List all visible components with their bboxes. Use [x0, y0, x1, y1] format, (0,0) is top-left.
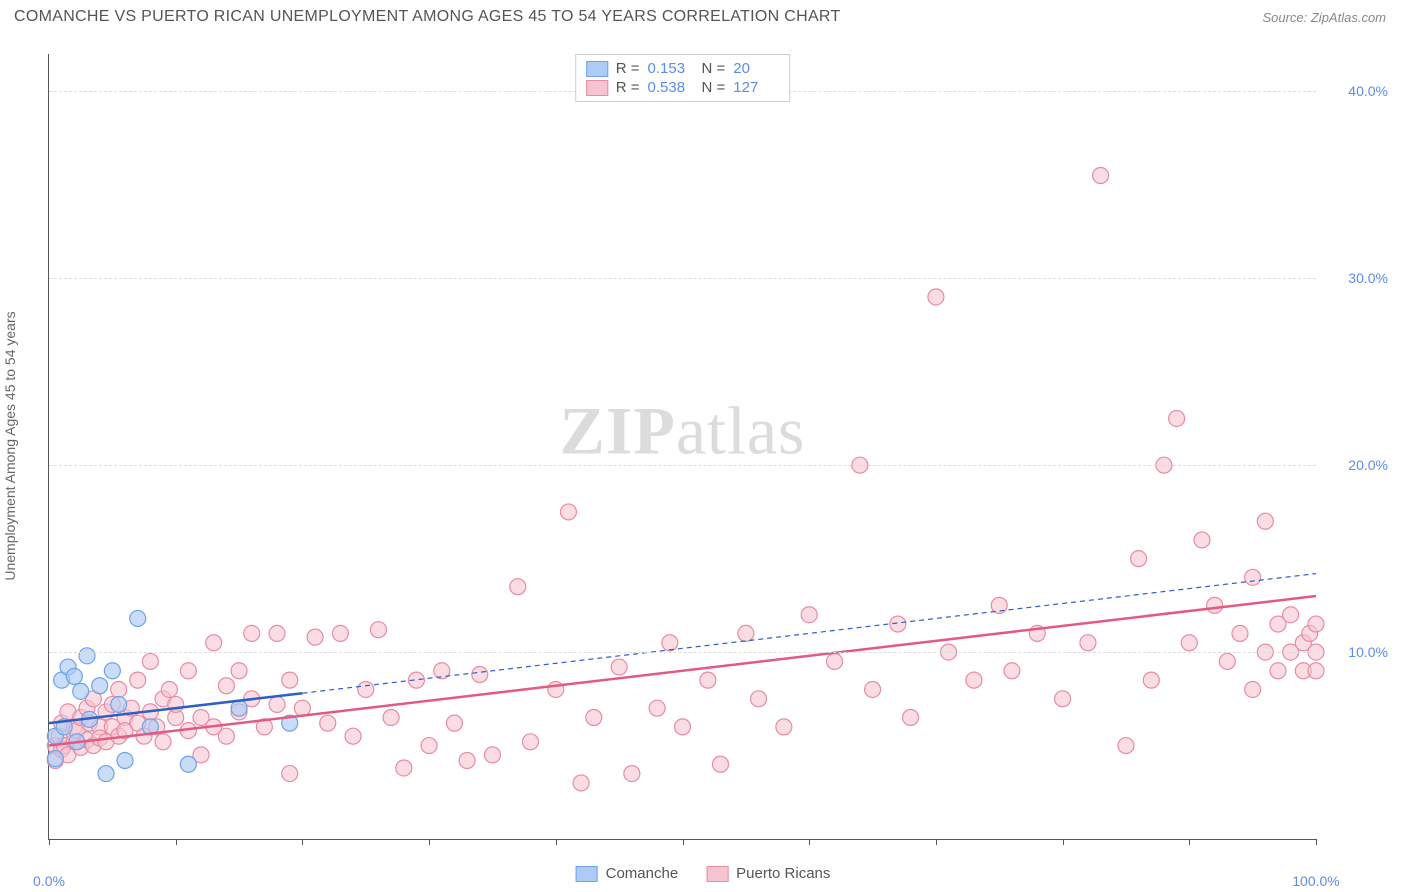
x-tick [556, 839, 557, 845]
y-tick-label: 40.0% [1328, 83, 1388, 99]
legend-item-puerto-ricans: Puerto Ricans [706, 865, 830, 882]
legend-stats: R = 0.153 N = 20 R = 0.538 N = 127 [575, 54, 791, 102]
x-tick [1063, 839, 1064, 845]
stat-n-label: N = [702, 79, 726, 96]
chart-plot-area: ZIPatlas R = 0.153 N = 20 R = 0.538 N = … [48, 54, 1316, 840]
swatch-comanche [576, 866, 598, 882]
legend-series: Comanche Puerto Ricans [576, 865, 831, 882]
y-tick-label: 30.0% [1328, 270, 1388, 286]
stat-r-label: R = [616, 60, 640, 77]
x-tick [302, 839, 303, 845]
stat-r-value: 0.153 [648, 60, 694, 77]
scatter-svg [49, 54, 1316, 839]
x-tick [176, 839, 177, 845]
legend-label: Comanche [606, 865, 679, 882]
chart-source: Source: ZipAtlas.com [1262, 10, 1386, 25]
y-tick-label: 20.0% [1328, 457, 1388, 473]
x-tick [809, 839, 810, 845]
swatch-comanche [586, 61, 608, 77]
x-tick [1316, 839, 1317, 845]
stat-n-label: N = [702, 60, 726, 77]
stat-n-value: 127 [733, 79, 779, 96]
x-tick [1189, 839, 1190, 845]
x-tick-label: 100.0% [1292, 873, 1339, 889]
legend-label: Puerto Ricans [736, 865, 830, 882]
swatch-puerto-ricans [706, 866, 728, 882]
gridline [49, 278, 1316, 279]
x-tick [429, 839, 430, 845]
chart-title: COMANCHE VS PUERTO RICAN UNEMPLOYMENT AM… [14, 8, 841, 26]
x-tick [683, 839, 684, 845]
legend-item-comanche: Comanche [576, 865, 679, 882]
stat-n-value: 20 [733, 60, 779, 77]
stat-r-label: R = [616, 79, 640, 96]
legend-stats-row: R = 0.538 N = 127 [586, 78, 780, 97]
stat-r-value: 0.538 [648, 79, 694, 96]
y-tick-label: 10.0% [1328, 644, 1388, 660]
gridline [49, 465, 1316, 466]
gridline [49, 652, 1316, 653]
y-axis-label: Unemployment Among Ages 45 to 54 years [2, 311, 18, 580]
x-tick [936, 839, 937, 845]
swatch-puerto-ricans [586, 80, 608, 96]
chart-header: COMANCHE VS PUERTO RICAN UNEMPLOYMENT AM… [0, 0, 1406, 30]
legend-stats-row: R = 0.153 N = 20 [586, 59, 780, 78]
x-tick-label: 0.0% [33, 873, 65, 889]
x-tick [49, 839, 50, 845]
